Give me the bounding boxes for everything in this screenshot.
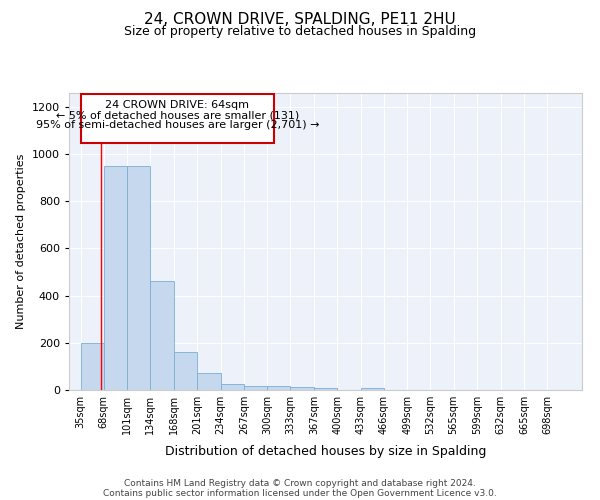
- Bar: [221, 384, 244, 390]
- Text: ← 5% of detached houses are smaller (131): ← 5% of detached houses are smaller (131…: [56, 110, 299, 120]
- Bar: [104, 166, 127, 390]
- Text: Size of property relative to detached houses in Spalding: Size of property relative to detached ho…: [124, 25, 476, 38]
- Y-axis label: Number of detached properties: Number of detached properties: [16, 154, 26, 329]
- Text: 24, CROWN DRIVE, SPALDING, PE11 2HU: 24, CROWN DRIVE, SPALDING, PE11 2HU: [144, 12, 456, 28]
- Bar: [290, 387, 314, 390]
- Bar: [197, 374, 221, 390]
- X-axis label: Distribution of detached houses by size in Spalding: Distribution of detached houses by size …: [165, 446, 486, 458]
- Bar: [127, 166, 150, 390]
- Bar: [174, 352, 197, 390]
- Text: 95% of semi-detached houses are larger (2,701) →: 95% of semi-detached houses are larger (…: [35, 120, 319, 130]
- Bar: [267, 386, 290, 390]
- Bar: [80, 94, 274, 144]
- Bar: [244, 386, 267, 390]
- Text: 24 CROWN DRIVE: 64sqm: 24 CROWN DRIVE: 64sqm: [106, 100, 250, 110]
- Bar: [80, 343, 104, 390]
- Bar: [150, 282, 173, 390]
- Bar: [361, 388, 384, 390]
- Bar: [314, 388, 337, 390]
- Text: Contains public sector information licensed under the Open Government Licence v3: Contains public sector information licen…: [103, 489, 497, 498]
- Text: Contains HM Land Registry data © Crown copyright and database right 2024.: Contains HM Land Registry data © Crown c…: [124, 479, 476, 488]
